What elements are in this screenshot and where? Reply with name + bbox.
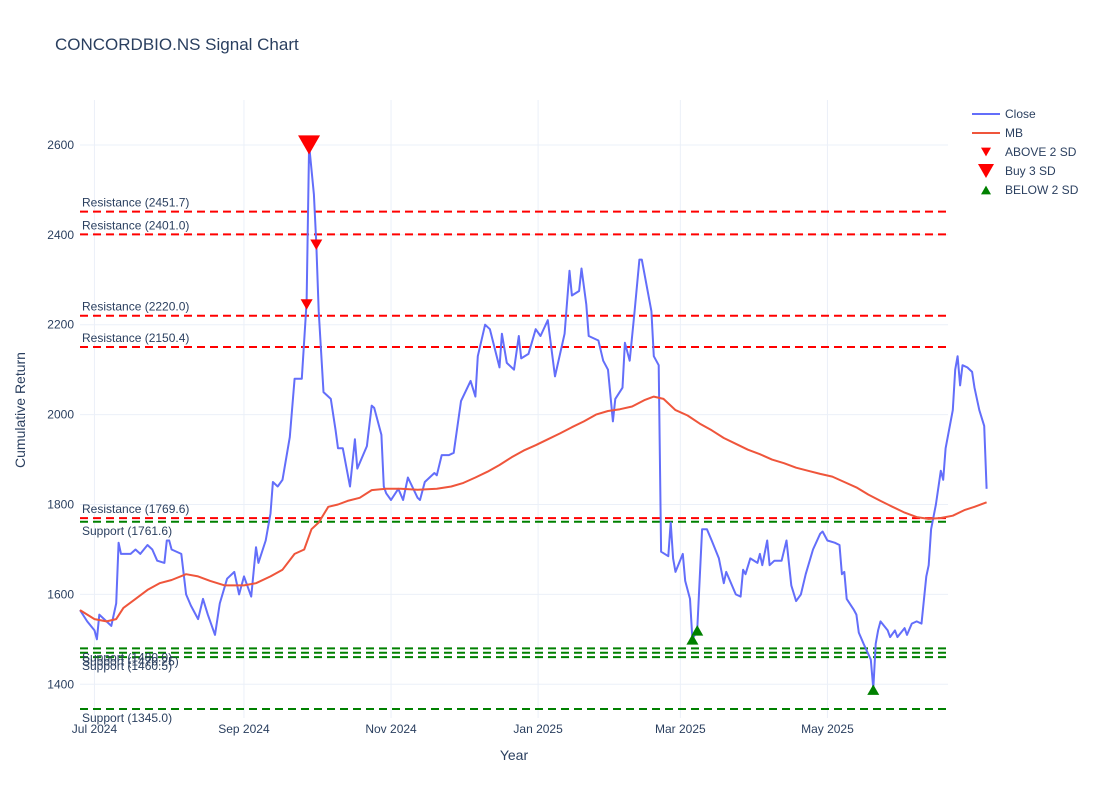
x-tick-label: Mar 2025 bbox=[655, 722, 706, 736]
legend-label: ABOVE 2 SD bbox=[1005, 145, 1077, 159]
x-tick-label: Jan 2025 bbox=[513, 722, 563, 736]
legend-label: BELOW 2 SD bbox=[1005, 183, 1079, 197]
y-tick-label: 2200 bbox=[47, 318, 74, 332]
support-label: Support (1761.6) bbox=[82, 524, 172, 538]
y-tick-label: 2000 bbox=[47, 408, 74, 422]
x-tick-label: Jul 2024 bbox=[72, 722, 118, 736]
x-tick-label: Nov 2024 bbox=[365, 722, 417, 736]
marker-layer bbox=[298, 135, 880, 695]
legend-label: MB bbox=[1005, 126, 1023, 140]
hlabel-layer: Resistance (2451.7) Resistance (2401.0) Re… bbox=[82, 196, 189, 725]
legend-item: Close bbox=[972, 107, 1036, 121]
above-2-sd-marker bbox=[300, 299, 313, 310]
y-tick-label: 1800 bbox=[47, 498, 74, 512]
legend-item: MB bbox=[972, 126, 1023, 140]
axis-layer: 1400 1600 1800 2000 2200 2400 2600 Jul 2024 Sep … bbox=[47, 138, 854, 736]
mb-series-line bbox=[79, 395, 987, 623]
close-series-line bbox=[79, 143, 988, 690]
y-tick-label: 2400 bbox=[47, 228, 74, 242]
x-axis-title: Year bbox=[500, 747, 529, 763]
resistance-label: Resistance (2451.7) bbox=[82, 196, 189, 210]
legend-item: ABOVE 2 SD bbox=[981, 145, 1077, 159]
x-tick-label: May 2025 bbox=[801, 722, 854, 736]
support-label: Support (1480.0) bbox=[82, 650, 172, 664]
below-2-sd-marker bbox=[686, 634, 699, 645]
series-layer bbox=[79, 143, 988, 690]
legend-marker-swatch bbox=[978, 164, 994, 178]
below-2-sd-marker bbox=[867, 684, 880, 695]
below-2-sd-marker bbox=[691, 625, 704, 636]
x-tick-label: Sep 2024 bbox=[218, 722, 270, 736]
y-tick-label: 1400 bbox=[47, 677, 74, 691]
legend-marker-swatch bbox=[981, 147, 991, 157]
buy-3-sd-marker bbox=[298, 135, 321, 155]
hline-layer bbox=[80, 210, 948, 711]
above-2-sd-marker bbox=[310, 239, 323, 250]
support-label: Support (1470.25) bbox=[82, 655, 179, 669]
legend-item: BELOW 2 SD bbox=[981, 183, 1079, 197]
legend-marker-swatch bbox=[981, 185, 991, 195]
y-axis-title: Cumulative Return bbox=[12, 352, 28, 468]
chart-title: CONCORDBIO.NS Signal Chart bbox=[55, 35, 299, 54]
resistance-label: Resistance (2220.0) bbox=[82, 300, 189, 314]
y-tick-label: 1600 bbox=[47, 587, 74, 601]
resistance-label: Resistance (2150.4) bbox=[82, 331, 189, 345]
legend-item: Buy 3 SD bbox=[978, 164, 1056, 178]
y-tick-label: 2600 bbox=[47, 138, 74, 152]
support-label: Support (1345.0) bbox=[82, 711, 172, 725]
resistance-label: Resistance (1769.6) bbox=[82, 502, 189, 516]
legend-label: Buy 3 SD bbox=[1005, 164, 1056, 178]
resistance-label: Resistance (2401.0) bbox=[82, 218, 189, 232]
legend-label: Close bbox=[1005, 107, 1036, 121]
support-label: Support (1460.5) bbox=[82, 659, 172, 673]
legend: Close MB ABOVE 2 SD Buy 3 SD BELOW 2 SD bbox=[972, 107, 1079, 197]
